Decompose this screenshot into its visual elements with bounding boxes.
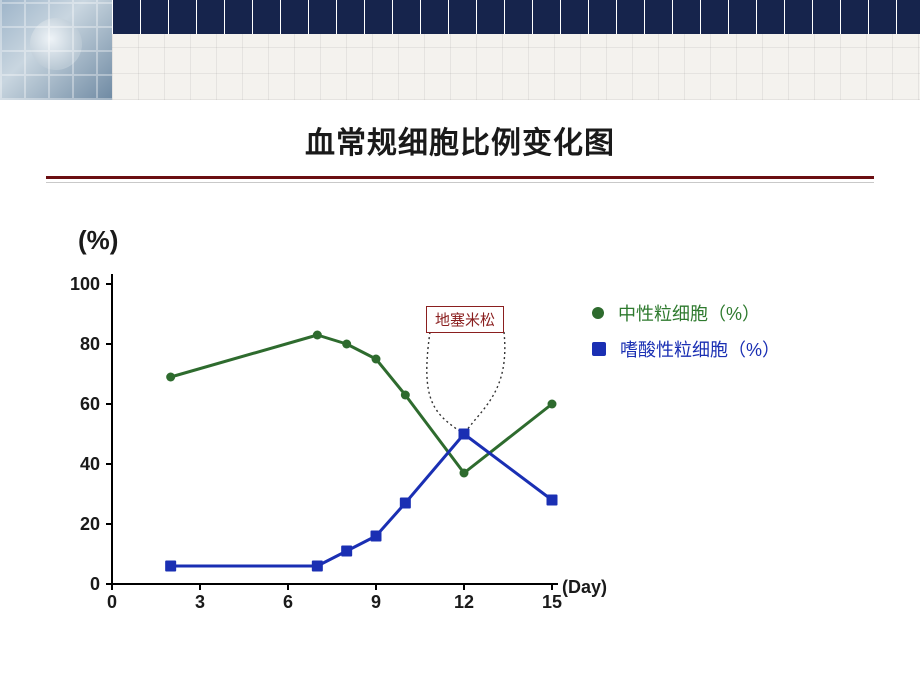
legend-label-eosinophil: 嗜酸性粒细胞（%）: [620, 336, 780, 362]
svg-text:12: 12: [454, 592, 474, 612]
svg-text:100: 100: [70, 274, 100, 294]
svg-text:0: 0: [90, 574, 100, 594]
svg-text:15: 15: [542, 592, 562, 612]
svg-text:9: 9: [371, 592, 381, 612]
legend: 中性粒细胞（%） 嗜酸性粒细胞（%）: [592, 300, 780, 372]
legend-item-eosinophil: 嗜酸性粒细胞（%）: [592, 336, 780, 362]
svg-text:6: 6: [283, 592, 293, 612]
legend-item-neutrophil: 中性粒细胞（%）: [592, 300, 780, 326]
annotation-dexamethasone: 地塞米松: [426, 306, 504, 333]
svg-text:3: 3: [195, 592, 205, 612]
svg-text:40: 40: [80, 454, 100, 474]
legend-label-neutrophil: 中性粒细胞（%）: [618, 300, 760, 326]
svg-text:60: 60: [80, 394, 100, 414]
legend-marker-eosinophil: [592, 342, 606, 356]
line-chart: 0 20 40 60 80 100 0 3 6 9 12 15: [0, 0, 920, 690]
svg-text:80: 80: [80, 334, 100, 354]
legend-marker-neutrophil: [592, 307, 604, 319]
svg-text:20: 20: [80, 514, 100, 534]
svg-text:0: 0: [107, 592, 117, 612]
